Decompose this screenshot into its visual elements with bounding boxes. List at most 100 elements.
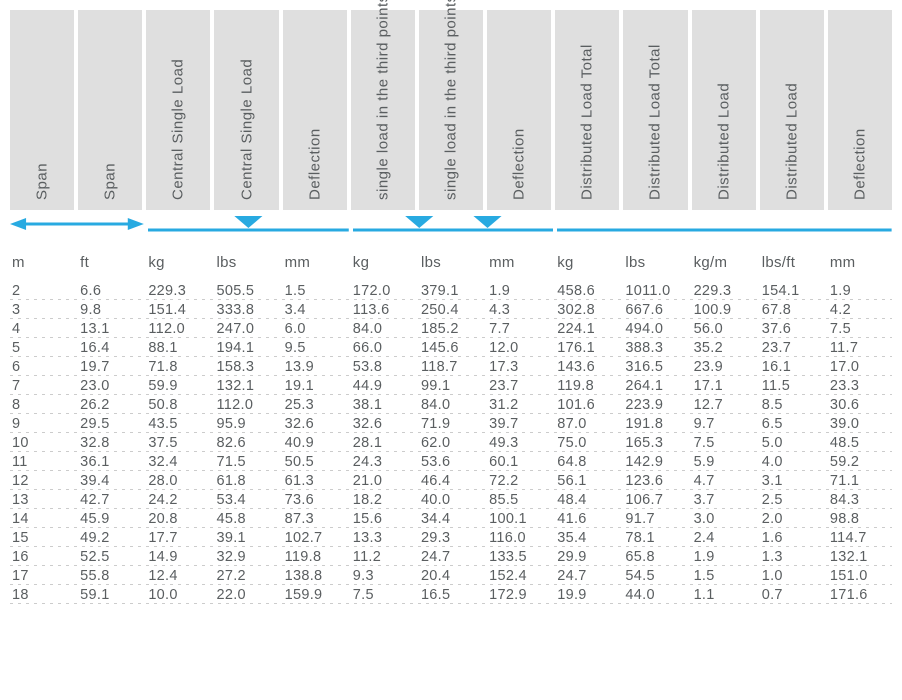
- header-cell: Span: [78, 10, 142, 210]
- table-row: 1342.724.253.473.618.240.085.548.4106.73…: [10, 490, 892, 509]
- header-cell: Central Single Load: [146, 10, 210, 210]
- unit-cell: m: [10, 238, 74, 281]
- table-cell: 16.1: [760, 357, 824, 376]
- table-cell: 172.0: [351, 281, 415, 300]
- table-cell: 16.5: [419, 585, 483, 604]
- table-cell: 9.5: [283, 338, 347, 357]
- table-cell: 53.8: [351, 357, 415, 376]
- table-cell: 35.4: [555, 528, 619, 547]
- header-label: Distributed Load: [715, 83, 732, 200]
- header-label: Span: [102, 163, 119, 200]
- table-cell: 9.8: [78, 300, 142, 319]
- table-cell: 119.8: [283, 547, 347, 566]
- table-cell: 29.5: [78, 414, 142, 433]
- table-cell: 84.3: [828, 490, 892, 509]
- header-cell: single load in the third points: [351, 10, 415, 210]
- table-cell: 9: [10, 414, 74, 433]
- table-row: 1549.217.739.1102.713.329.3116.035.478.1…: [10, 528, 892, 547]
- table-cell: 138.8: [283, 566, 347, 585]
- table-cell: 17.1: [692, 376, 756, 395]
- table-cell: 388.3: [623, 338, 687, 357]
- central-load-icon: [148, 213, 349, 235]
- table-row: 1755.812.427.2138.89.320.4152.424.754.51…: [10, 566, 892, 585]
- table-cell: 88.1: [146, 338, 210, 357]
- table-cell: 61.3: [283, 471, 347, 490]
- table-cell: 2: [10, 281, 74, 300]
- table-cell: 64.8: [555, 452, 619, 471]
- table-cell: 66.0: [351, 338, 415, 357]
- third-point-load-icon: [353, 213, 554, 235]
- table-cell: 84.0: [351, 319, 415, 338]
- table-cell: 24.7: [419, 547, 483, 566]
- unit-cell: lbs: [623, 238, 687, 281]
- table-cell: 165.3: [623, 433, 687, 452]
- table-cell: 3.7: [692, 490, 756, 509]
- table-cell: 7.7: [487, 319, 551, 338]
- table-cell: 4.2: [828, 300, 892, 319]
- table-cell: 38.1: [351, 395, 415, 414]
- table-cell: 12.4: [146, 566, 210, 585]
- table-cell: 46.4: [419, 471, 483, 490]
- table-cell: 1011.0: [623, 281, 687, 300]
- table-cell: 224.1: [555, 319, 619, 338]
- table-cell: 23.0: [78, 376, 142, 395]
- table-row: 1239.428.061.861.321.046.472.256.1123.64…: [10, 471, 892, 490]
- table-cell: 15: [10, 528, 74, 547]
- table-row: 1445.920.845.887.315.634.4100.141.691.73…: [10, 509, 892, 528]
- table-cell: 191.8: [623, 414, 687, 433]
- header-label: single load in the third points: [443, 0, 460, 200]
- table-cell: 2.4: [692, 528, 756, 547]
- table-row: 619.771.8158.313.953.8118.717.3143.6316.…: [10, 357, 892, 376]
- unit-cell: mm: [283, 238, 347, 281]
- table-cell: 11.7: [828, 338, 892, 357]
- table-cell: 35.2: [692, 338, 756, 357]
- header-label: Distributed Load Total: [579, 44, 596, 200]
- table-cell: 32.6: [351, 414, 415, 433]
- table-cell: 1.9: [692, 547, 756, 566]
- unit-cell: kg: [351, 238, 415, 281]
- load-table: SpanSpanCentral Single LoadCentral Singl…: [10, 10, 892, 604]
- table-cell: 53.4: [214, 490, 278, 509]
- table-cell: 1.0: [760, 566, 824, 585]
- table-cell: 43.5: [146, 414, 210, 433]
- table-cell: 73.6: [283, 490, 347, 509]
- table-cell: 13.1: [78, 319, 142, 338]
- table-cell: 176.1: [555, 338, 619, 357]
- table-cell: 39.1: [214, 528, 278, 547]
- table-row: 1859.110.022.0159.97.516.5172.919.944.01…: [10, 585, 892, 604]
- table-cell: 48.5: [828, 433, 892, 452]
- unit-cell: mm: [487, 238, 551, 281]
- table-cell: 28.0: [146, 471, 210, 490]
- table-cell: 23.7: [760, 338, 824, 357]
- table-cell: 14: [10, 509, 74, 528]
- table-cell: 154.1: [760, 281, 824, 300]
- table-cell: 28.1: [351, 433, 415, 452]
- distributed-load-icon: [557, 213, 892, 235]
- table-cell: 123.6: [623, 471, 687, 490]
- table-cell: 18: [10, 585, 74, 604]
- header-cell: Span: [10, 10, 74, 210]
- table-cell: 112.0: [214, 395, 278, 414]
- table-cell: 3.1: [760, 471, 824, 490]
- table-row: 723.059.9132.119.144.999.123.7119.8264.1…: [10, 376, 892, 395]
- table-cell: 44.0: [623, 585, 687, 604]
- table-cell: 13.3: [351, 528, 415, 547]
- table-cell: 11: [10, 452, 74, 471]
- table-cell: 8: [10, 395, 74, 414]
- table-cell: 37.5: [146, 433, 210, 452]
- table-cell: 29.3: [419, 528, 483, 547]
- table-cell: 71.8: [146, 357, 210, 376]
- table-cell: 67.8: [760, 300, 824, 319]
- table-cell: 7.5: [692, 433, 756, 452]
- table-cell: 32.8: [78, 433, 142, 452]
- table-cell: 27.2: [214, 566, 278, 585]
- table-cell: 30.6: [828, 395, 892, 414]
- unit-cell: ft: [78, 238, 142, 281]
- table-cell: 8.5: [760, 395, 824, 414]
- unit-cell: lbs/ft: [760, 238, 824, 281]
- table-cell: 12.7: [692, 395, 756, 414]
- table-cell: 2.5: [760, 490, 824, 509]
- table-cell: 229.3: [692, 281, 756, 300]
- table-cell: 3: [10, 300, 74, 319]
- table-cell: 24.7: [555, 566, 619, 585]
